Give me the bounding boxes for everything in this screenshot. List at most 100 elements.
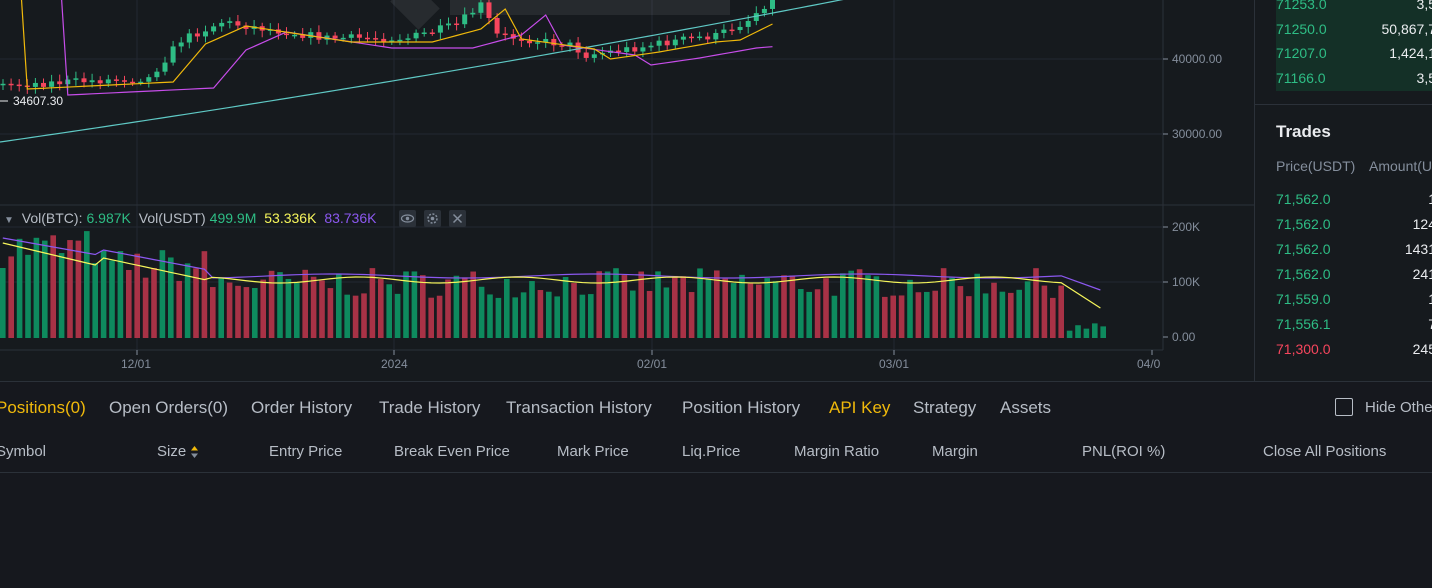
candle-body bbox=[551, 38, 557, 46]
volume-bar bbox=[1008, 292, 1014, 338]
volume-bar bbox=[42, 240, 48, 338]
candle-body bbox=[381, 38, 387, 42]
volume-bar bbox=[428, 297, 434, 338]
volume-bar bbox=[588, 294, 594, 338]
x-axis-label-2024: 2024 bbox=[381, 357, 408, 371]
orderbook-row[interactable]: 71253.0 3,5 bbox=[1276, 0, 1432, 17]
trade-amount: 1431 bbox=[1404, 241, 1432, 257]
table-header-divider bbox=[0, 472, 1432, 473]
candle-body bbox=[616, 50, 622, 53]
candle-body bbox=[486, 2, 492, 18]
eye-icon[interactable] bbox=[399, 210, 416, 227]
volume-bar bbox=[1024, 281, 1031, 338]
tab-open-orders[interactable]: Open Orders(0) bbox=[109, 398, 229, 417]
volume-bar bbox=[974, 273, 980, 338]
volume-bar bbox=[924, 291, 930, 338]
tab-position-history[interactable]: Position History bbox=[682, 398, 801, 417]
volume-axis-label-0: 0.00 bbox=[1172, 330, 1196, 344]
orderbook-row[interactable]: 71250.0 50,867,7 bbox=[1276, 17, 1432, 42]
tab-transaction-history[interactable]: Transaction History bbox=[506, 398, 652, 417]
volume-bar bbox=[0, 267, 6, 338]
column-mark-price: Mark Price bbox=[557, 443, 629, 460]
volume-bar bbox=[949, 277, 955, 338]
candle-body bbox=[591, 54, 597, 58]
volume-bar bbox=[470, 271, 476, 338]
tab-assets[interactable]: Assets bbox=[1000, 398, 1052, 417]
orderbook-price: 71207.0 bbox=[1276, 45, 1327, 61]
candle-body bbox=[227, 21, 233, 23]
orderbook-row[interactable]: 71166.0 3,5 bbox=[1276, 66, 1432, 91]
candle-body bbox=[543, 38, 549, 43]
candle-body bbox=[470, 12, 476, 15]
last-price-label: 34607.30 bbox=[13, 94, 64, 108]
volume-bar bbox=[579, 294, 586, 338]
tab-order-history[interactable]: Order History bbox=[251, 398, 353, 417]
ma-long-line bbox=[0, 0, 844, 143]
volume-bar bbox=[865, 275, 871, 338]
volume-bar bbox=[756, 284, 762, 338]
volume-bar bbox=[310, 276, 317, 338]
column-pnl-roi: PNL(ROI %) bbox=[1082, 443, 1166, 460]
tab-api-key[interactable]: API Key bbox=[829, 398, 891, 417]
legend-vol-usdt-label: Vol(USDT) bbox=[138, 210, 206, 226]
orderbook-amount: 1,424,1 bbox=[1389, 45, 1432, 61]
volume-bar bbox=[932, 290, 938, 338]
tab-strategy[interactable]: Strategy bbox=[913, 398, 977, 417]
candle-body bbox=[316, 32, 322, 40]
volume-bar bbox=[201, 251, 208, 338]
candle-body bbox=[186, 33, 192, 43]
price-chart[interactable] bbox=[0, 0, 1254, 381]
candle-body bbox=[559, 45, 565, 47]
trade-row: 71,300.0 245 bbox=[1276, 341, 1432, 366]
volume-bar bbox=[495, 297, 502, 338]
close-icon[interactable] bbox=[449, 210, 466, 227]
candle-body bbox=[518, 38, 524, 41]
volume-bar bbox=[680, 276, 686, 338]
sort-icon[interactable] bbox=[191, 446, 199, 459]
y-axis-label-40000: 40000.00 bbox=[1172, 52, 1223, 66]
volume-bar bbox=[235, 285, 241, 338]
volume-bar bbox=[319, 280, 325, 338]
depth-bar bbox=[1276, 17, 1432, 42]
candle-body bbox=[194, 33, 200, 37]
trade-price: 71,562.0 bbox=[1276, 216, 1331, 232]
volume-bar bbox=[394, 293, 401, 338]
column-size[interactable]: Size bbox=[157, 443, 199, 460]
x-axis-label-mar: 03/01 bbox=[879, 357, 910, 371]
volume-bar bbox=[982, 293, 989, 338]
volume-bar bbox=[67, 240, 73, 338]
candle-body bbox=[656, 40, 662, 46]
settings-icon[interactable] bbox=[424, 210, 441, 227]
volume-bar bbox=[453, 275, 460, 338]
volume-bar bbox=[789, 275, 796, 338]
volume-bar bbox=[100, 250, 107, 338]
candle-body bbox=[32, 82, 38, 87]
candle-body bbox=[138, 81, 144, 84]
candle-body bbox=[365, 37, 370, 40]
candle-body bbox=[57, 81, 63, 85]
candle-body bbox=[81, 78, 87, 83]
chart-area[interactable]: 34607.30 40000.00 30000.00 200K 100K 0.0… bbox=[0, 0, 1254, 381]
volume-bar bbox=[268, 270, 275, 338]
trade-price: 71,300.0 bbox=[1276, 341, 1331, 357]
candle-body bbox=[632, 47, 638, 52]
candle-body bbox=[162, 62, 168, 72]
tab-trade-history[interactable]: Trade History bbox=[379, 398, 481, 417]
candle-body bbox=[332, 35, 338, 39]
volume-bar bbox=[546, 291, 552, 338]
volume-bar bbox=[327, 288, 334, 338]
candle-body bbox=[454, 23, 460, 26]
volume-bar bbox=[378, 279, 384, 338]
hide-other-symbols-checkbox[interactable] bbox=[1335, 398, 1353, 416]
volume-bar bbox=[84, 231, 90, 338]
candle-body bbox=[527, 40, 532, 44]
volume-bars bbox=[0, 231, 1106, 338]
orderbook-row[interactable]: 71207.0 1,424,1 bbox=[1276, 41, 1432, 66]
candle-body bbox=[340, 37, 346, 40]
column-size-label: Size bbox=[157, 443, 187, 460]
tab-positions[interactable]: Positions(0) bbox=[0, 398, 86, 417]
candle-body bbox=[624, 47, 630, 52]
legend-collapse-icon[interactable]: ▼ bbox=[4, 215, 14, 226]
close-all-positions-button[interactable]: Close All Positions bbox=[1263, 443, 1387, 460]
volume-bar bbox=[302, 269, 308, 338]
